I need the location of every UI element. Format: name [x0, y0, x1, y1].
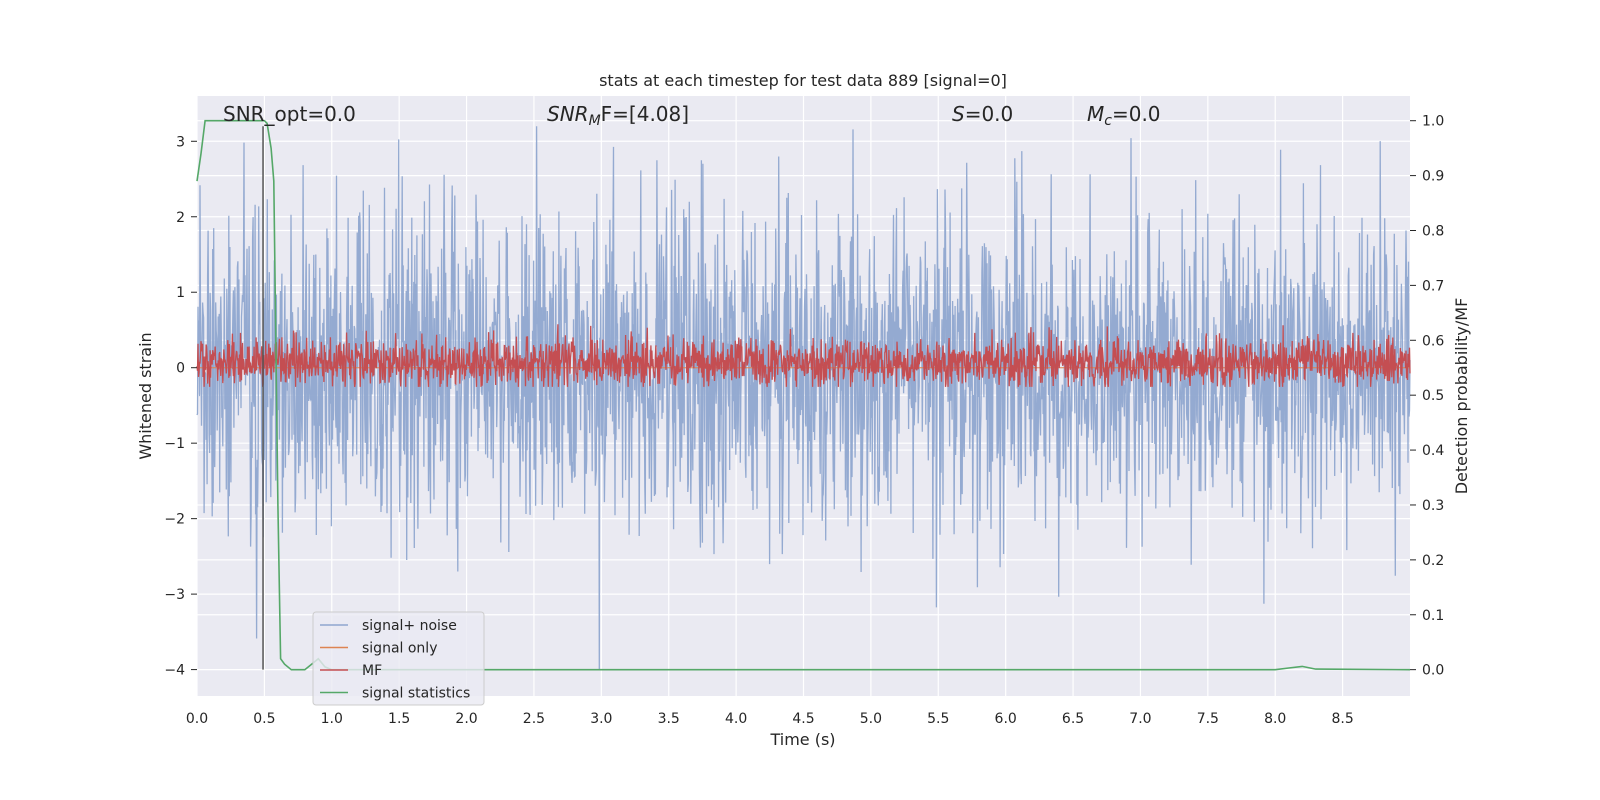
x-tick-label: 7.0 [1129, 711, 1151, 727]
y-right-tick-label: 0.7 [1422, 278, 1444, 294]
annotation-mc-sub: c [1104, 113, 1112, 129]
y-left-tick-label: 2 [176, 210, 185, 226]
y-left-tick-label: −4 [164, 663, 185, 679]
series-mf [196, 324, 1411, 388]
legend-frame [312, 611, 485, 706]
annotation-s-tail: =0.0 [965, 102, 1014, 126]
x-tick-label: 3.0 [590, 711, 612, 727]
y-left-tick-label: −1 [164, 436, 185, 452]
annotation-snr-mf-main: SNR [547, 102, 589, 126]
annotation-mc-tail: =0.0 [1112, 102, 1161, 126]
x-tick-label: 5.0 [860, 711, 882, 727]
y-right-ticks: 1.0 0.9 0.8 0.7 0.6 0.5 0.4 0.3 0.2 0.1 0.0 [1410, 114, 1444, 679]
y-right-axis-label: Detection probability/MF [1452, 298, 1471, 495]
legend-label: MF [362, 663, 382, 679]
chart-title: stats at each timestep for test data 889… [599, 71, 1007, 90]
annotation-mc: Mc=0.0 [1087, 102, 1161, 129]
annotation-snr-mf: SNRMF=[4.08] [547, 102, 689, 129]
y-left-tick-label: 3 [176, 134, 185, 150]
x-ticks: 0.0 0.5 1.0 1.5 2.0 2.5 3.0 3.5 4.0 4.5 5.0 5.5 6.0 6… [186, 711, 1354, 727]
y-right-tick-label: 0.0 [1422, 663, 1444, 679]
x-tick-label: 4.0 [725, 711, 747, 727]
x-tick-label: 8.5 [1331, 711, 1353, 727]
legend-label: signal statistics [362, 686, 470, 702]
x-tick-label: 7.5 [1197, 711, 1219, 727]
y-right-tick-label: 0.8 [1422, 223, 1444, 239]
legend-label: signal only [362, 641, 437, 657]
line-mf [196, 324, 1411, 388]
x-tick-label: 0.5 [253, 711, 275, 727]
y-right-tick-label: 0.2 [1422, 553, 1444, 569]
series-signal-noise [196, 126, 1411, 670]
annotation-snr-mf-tail: F=[4.08] [601, 102, 689, 126]
x-tick-label: 2.0 [455, 711, 477, 727]
x-tick-label: 5.5 [927, 711, 949, 727]
annotation-mc-main: M [1087, 102, 1104, 126]
annotation-s-main: S [952, 102, 965, 126]
x-tick-label: 1.5 [388, 711, 410, 727]
annotation-snr-mf-sub: M [589, 113, 601, 129]
y-right-tick-label: 0.9 [1422, 169, 1444, 185]
x-axis-label: Time (s) [769, 730, 835, 749]
x-tick-label: 8.0 [1264, 711, 1286, 727]
legend: signal+ noise signal only MF signal statist… [312, 611, 485, 706]
x-tick-label: 0.0 [186, 711, 208, 727]
y-left-tick-label: −3 [164, 587, 185, 603]
y-right-tick-label: 0.4 [1422, 443, 1444, 459]
y-right-tick-label: 0.1 [1422, 608, 1444, 624]
x-tick-label: 3.5 [658, 711, 680, 727]
x-tick-label: 2.5 [523, 711, 545, 727]
annotation-snr-opt: SNR_opt=0.0 [223, 102, 356, 126]
x-tick-label: 6.0 [995, 711, 1017, 727]
x-tick-label: 4.5 [792, 711, 814, 727]
y-right-tick-label: 0.5 [1422, 388, 1444, 404]
y-left-tick-label: 0 [176, 361, 185, 377]
y-left-tick-label: −2 [164, 512, 185, 528]
y-right-tick-label: 1.0 [1422, 114, 1444, 130]
x-tick-label: 1.0 [321, 711, 343, 727]
y-right-tick-label: 0.6 [1422, 333, 1444, 349]
x-tick-label: 6.5 [1062, 711, 1084, 727]
y-left-tick-label: 1 [176, 285, 185, 301]
legend-label: signal+ noise [362, 618, 457, 634]
annotation-s: S=0.0 [952, 102, 1013, 126]
y-right-tick-label: 0.3 [1422, 498, 1444, 514]
y-left-axis-label: Whitened strain [136, 332, 155, 459]
y-left-ticks: 3 2 1 0 −1 −2 −3 −4 [164, 134, 197, 679]
line-signal-noise [196, 126, 1411, 670]
